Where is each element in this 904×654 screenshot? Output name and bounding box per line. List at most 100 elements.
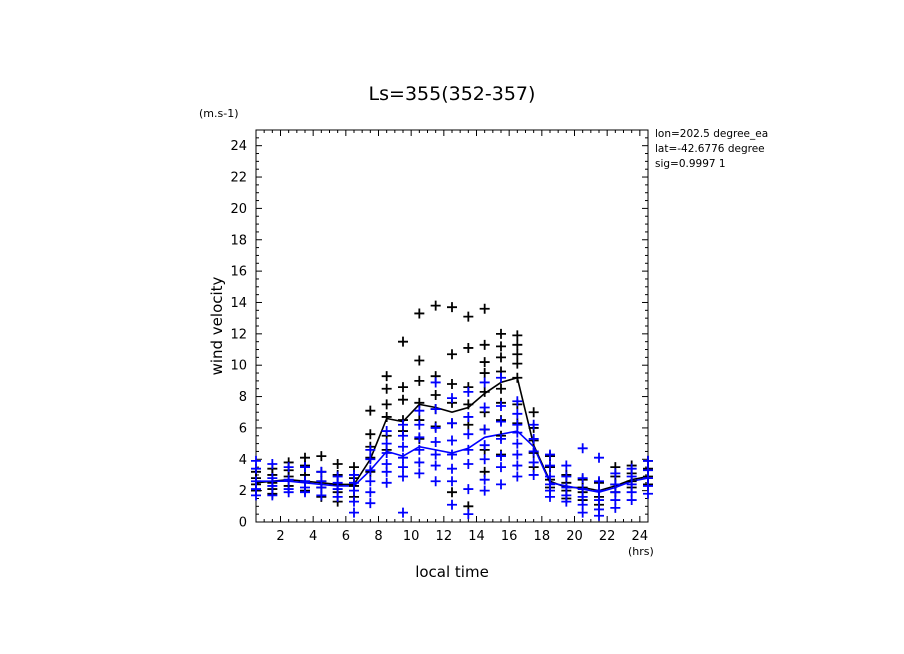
x-tick-label: 10 (403, 529, 420, 544)
y-tick-label: 24 (230, 139, 247, 154)
data-point-plus (414, 444, 425, 455)
data-point-plus (283, 474, 294, 485)
data-point-plus (594, 476, 604, 487)
data-point-plus (463, 444, 474, 455)
data-point-plus (316, 451, 327, 462)
data-point-plus (512, 471, 523, 482)
y-tick-label: 12 (230, 327, 247, 342)
data-point-plus (512, 372, 523, 383)
info-lon: lon=202.5 degree_ea (655, 128, 768, 140)
data-point-plus (251, 490, 261, 501)
data-point-plus (447, 449, 457, 460)
data-point-plus (577, 443, 588, 454)
x-tick-label: 12 (436, 529, 453, 544)
data-point-plus (447, 435, 457, 446)
data-point-plus (381, 411, 392, 422)
data-point-plus (381, 383, 392, 394)
x-unit-label: (hrs) (628, 545, 654, 558)
data-point-plus (496, 352, 506, 363)
data-point-plus (463, 429, 474, 440)
data-point-plus (398, 382, 408, 393)
x-tick-label: 14 (468, 529, 485, 544)
data-point-plus (381, 371, 392, 382)
y-tick-label: 18 (230, 233, 247, 248)
x-tick-label: 2 (276, 529, 284, 544)
data-point-plus (512, 396, 523, 407)
data-point-plus (414, 419, 425, 430)
info-panel: lon=202.5 degree_ea lat=-42.6776 degree … (655, 128, 768, 170)
data-point-plus (430, 377, 441, 388)
data-point-plus (512, 349, 523, 360)
data-point-plus (594, 485, 604, 496)
y-tick-label: 2 (239, 484, 247, 499)
data-point-plus (447, 393, 457, 404)
info-sig: sig=0.9997 1 (655, 158, 726, 170)
data-point-plus (594, 495, 604, 506)
data-point-plus (496, 433, 506, 444)
data-point-plus (283, 487, 294, 498)
x-axis-title: local time (415, 563, 489, 581)
data-point-plus (479, 357, 490, 368)
data-point-plus (496, 400, 506, 411)
data-point-plus (365, 429, 376, 440)
data-point-plus (479, 454, 490, 465)
data-point-plus (512, 330, 523, 341)
data-point-plus (267, 480, 278, 491)
y-axis-title: wind velocity (208, 276, 226, 375)
data-point-plus (528, 457, 539, 468)
data-point-plus (512, 427, 523, 438)
x-tick-label: 8 (374, 529, 382, 544)
data-point-plus (365, 476, 376, 487)
data-point-plus (528, 419, 539, 430)
data-point-plus (430, 300, 441, 311)
data-point-plus (577, 507, 588, 518)
data-point-plus (463, 386, 474, 397)
data-point-plus (398, 394, 408, 405)
data-point-plus (398, 462, 408, 473)
data-point-plus (512, 460, 523, 471)
data-point-plus (267, 458, 278, 469)
x-tick-label: 16 (501, 529, 518, 544)
data-point-plus (365, 454, 376, 465)
data-point-plus (365, 498, 376, 509)
data-point-plus (528, 407, 539, 418)
data-point-plus (447, 476, 457, 487)
data-point-plus (512, 438, 523, 449)
data-point-plus (381, 448, 392, 459)
data-point-plus (430, 476, 441, 487)
data-point-plus (545, 449, 555, 460)
data-point-plus (463, 399, 474, 410)
data-point-plus (479, 440, 490, 451)
data-point-plus (496, 372, 506, 383)
data-point-plus (414, 308, 425, 319)
data-point-plus (463, 509, 474, 520)
data-point-plus (430, 437, 441, 448)
y-tick-label: 0 (239, 516, 247, 531)
data-point-plus (463, 458, 474, 469)
data-point-plus (512, 339, 523, 350)
data-point-plus (398, 452, 408, 463)
data-point-plus (594, 452, 604, 463)
data-point-plus (414, 405, 425, 416)
data-point-plus (496, 328, 506, 339)
data-point-plus (251, 463, 261, 474)
data-point-plus (349, 496, 359, 507)
x-tick-label: 4 (309, 529, 317, 544)
data-point-plus (430, 404, 441, 415)
data-point-plus (479, 474, 490, 485)
data-point-plus (381, 438, 392, 449)
data-point-plus (430, 460, 441, 471)
data-point-plus (349, 507, 359, 518)
data-point-plus (300, 487, 310, 498)
info-lat: lat=-42.6776 degree (655, 143, 765, 155)
data-point-plus (577, 473, 588, 484)
data-point-plus (398, 441, 408, 452)
info-clip-cover (780, 120, 904, 180)
data-point-plus (447, 418, 457, 429)
data-point-plus (479, 303, 490, 314)
data-point-plus (398, 507, 408, 518)
y-tick-label: 6 (239, 421, 247, 436)
x-tick-label: 18 (534, 529, 551, 544)
x-tick-label: 24 (632, 529, 649, 544)
